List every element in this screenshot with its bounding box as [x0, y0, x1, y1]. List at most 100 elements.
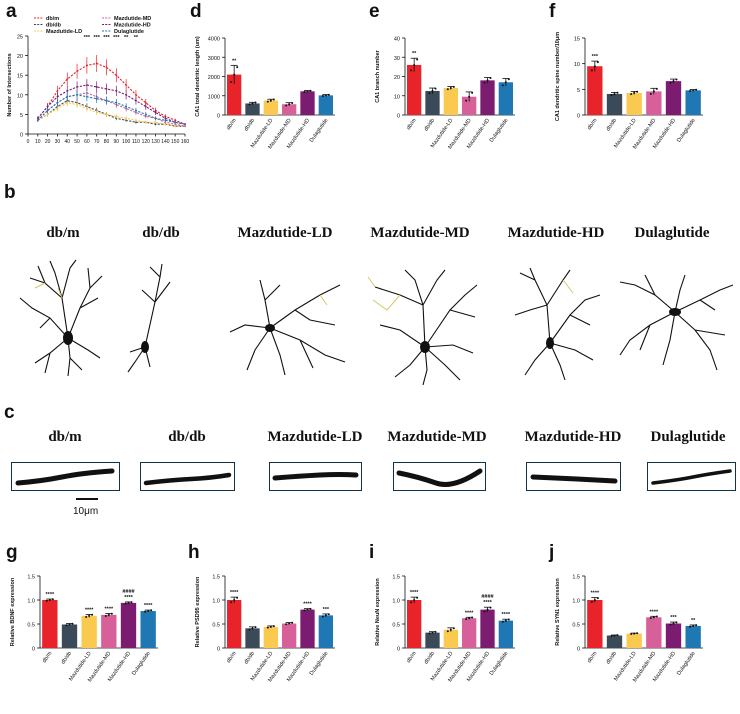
x-tick-label-a-3: 30: [55, 139, 61, 145]
y-tick-label-e-2: 20: [394, 75, 400, 81]
significance-j-dulaglutide-0: **: [691, 618, 696, 624]
neuron-label-dulaglutide: Dulaglutide: [634, 225, 710, 241]
y-axis-label-h: Relative PSD95 expression: [195, 576, 201, 647]
data-point-j-dulaglutide-0: [689, 625, 692, 628]
bar-f-mazdutide-ld: [626, 92, 642, 115]
data-point-e-db-db-0: [428, 92, 431, 95]
bar-g-mazdutide-md: [101, 614, 117, 648]
y-tick-label-a-4: 20: [17, 54, 23, 60]
bar-e-dulaglutide: [498, 82, 513, 115]
series-point-mazdutide-ld-9: [125, 117, 128, 120]
bar-d-mazdutide-hd: [300, 91, 315, 115]
x-tick-label-h-db-m: db/m: [226, 650, 238, 664]
data-point-f-dulaglutide-2: [695, 88, 698, 91]
x-tick-label-h-db-db: db/db: [243, 651, 256, 666]
series-point-mazdutide-md-13: [164, 121, 167, 124]
data-point-i-mazdutide-hd-2: [489, 606, 492, 609]
data-point-d-mazdutide-hd-0: [303, 90, 306, 93]
series-point-mazdutide-hd-8: [115, 89, 118, 92]
bar-d-mazdutide-md: [282, 104, 297, 115]
data-point-d-mazdutide-ld-2: [272, 98, 275, 101]
x-tick-label-i-dulaglutide: Dulaglutide: [489, 651, 510, 677]
series-line-db-m: [37, 62, 186, 125]
panel-label-c: c: [4, 402, 15, 423]
series-point-db-m-4: [76, 70, 78, 73]
significance-g-mazdutide-md-0: ****: [105, 606, 114, 612]
data-point-e-db-m-1: [413, 63, 416, 66]
x-tick-label-h-dulaglutide: Dulaglutide: [309, 651, 330, 677]
y-tick-label-j-1: 0.5: [572, 623, 580, 629]
bar-i-db-db: [425, 632, 440, 648]
series-point-mazdutide-md-15: [184, 125, 186, 128]
data-point-h-mazdutide-hd-1: [306, 608, 309, 611]
data-point-g-db-db-1: [68, 623, 71, 626]
y-tick-label-i-0: 0: [397, 647, 400, 653]
spine-box-dbm: [11, 462, 120, 491]
bar-e-db-db: [425, 90, 440, 115]
data-point-i-db-db-2: [434, 630, 437, 633]
data-point-e-dulaglutide-1: [504, 81, 507, 84]
data-point-i-mazdutide-hd-1: [486, 608, 489, 611]
chart-d-dendritic-length: 0 1000 2000 3000 4000 CA1 total dendritic len…: [195, 36, 335, 150]
data-point-i-mazdutide-hd-0: [483, 610, 486, 613]
significance-i-db-m-0: ****: [410, 590, 419, 596]
series-point-dulaglutide-13: [164, 119, 167, 122]
data-point-h-mazdutide-hd-0: [303, 609, 306, 612]
panel-label-j: j: [549, 542, 555, 563]
chart-a-sholl-line: 0 5 10 15 20 25 0 10 20 30 40 50 60 70 80 90 100 110 120 13…: [7, 16, 189, 145]
y-tick-label-f-3: 15: [574, 37, 580, 43]
series-point-mazdutide-md-14: [174, 123, 177, 126]
legend-label-mazdutide-md: Mazdutide-MD: [114, 16, 151, 22]
series-point-mazdutide-ld-10: [135, 119, 137, 122]
data-point-d-dulaglutide-2: [327, 93, 330, 96]
y-tick-label-i-2: 1.0: [392, 599, 400, 605]
series-point-mazdutide-hd-7: [105, 88, 108, 90]
data-point-i-dulaglutide-2: [507, 618, 510, 621]
data-point-e-dulaglutide-0: [501, 84, 504, 87]
series-point-dulaglutide-5: [85, 95, 88, 98]
series-line-db-db: [37, 100, 185, 127]
spine-label-mazdutide-hd: Mazdutide-HD: [524, 429, 622, 445]
significance-h-db-m-0: ****: [230, 590, 239, 596]
bar-f-db-m: [587, 66, 603, 115]
data-point-e-mazdutide-hd-2: [489, 77, 492, 80]
bar-f-dulaglutide: [685, 90, 701, 115]
panel-label-a: a: [6, 1, 17, 22]
x-tick-label-a-12: 120: [142, 139, 151, 145]
series-point-dulaglutide-3: [66, 95, 69, 98]
bar-j-mazdutide-md: [646, 617, 662, 648]
panel-label-h: h: [188, 542, 200, 563]
data-point-g-mazdutide-md-0: [104, 615, 107, 618]
y-tick-label-f-1: 5: [577, 88, 580, 94]
spine-label-dbdb: db/db: [168, 429, 206, 445]
x-tick-label-a-0: 0: [27, 139, 30, 145]
spine-box-mazdutide-hd: [526, 462, 621, 491]
spine-box-mazdutide-md: [393, 462, 486, 491]
bar-i-db-m: [407, 600, 422, 648]
data-point-g-db-m-1: [48, 599, 51, 601]
series-point-mazdutide-hd-13: [164, 117, 167, 120]
significance-a-1: ***: [93, 35, 100, 41]
series-point-mazdutide-hd-5: [85, 84, 88, 86]
bar-j-mazdutide-ld: [626, 633, 642, 648]
data-point-i-mazdutide-ld-2: [452, 627, 455, 630]
data-point-e-db-db-2: [434, 87, 437, 90]
series-line-mazdutide-hd: [37, 84, 186, 125]
series-point-db-m-14: [174, 119, 177, 122]
data-point-j-db-db-2: [616, 634, 619, 637]
data-point-h-db-db-0: [248, 628, 251, 631]
x-tick-label-a-10: 100: [122, 139, 131, 145]
bar-i-dulaglutide: [498, 620, 513, 648]
series-point-mazdutide-hd-0: [36, 117, 39, 120]
y-tick-label-a-0: 0: [20, 133, 23, 139]
bar-f-mazdutide-hd: [665, 81, 682, 115]
bar-g-mazdutide-hd: [120, 602, 137, 648]
series-point-dulaglutide-14: [174, 121, 177, 124]
x-tick-label-j-dulaglutide: Dulaglutide: [676, 651, 697, 677]
x-tick-label-a-4: 40: [64, 139, 70, 145]
y-tick-label-i-3: 1.5: [392, 575, 400, 581]
series-point-mazdutide-ld-1: [46, 113, 49, 116]
bar-h-mazdutide-ld: [263, 626, 278, 648]
x-tick-label-a-7: 70: [94, 139, 100, 145]
